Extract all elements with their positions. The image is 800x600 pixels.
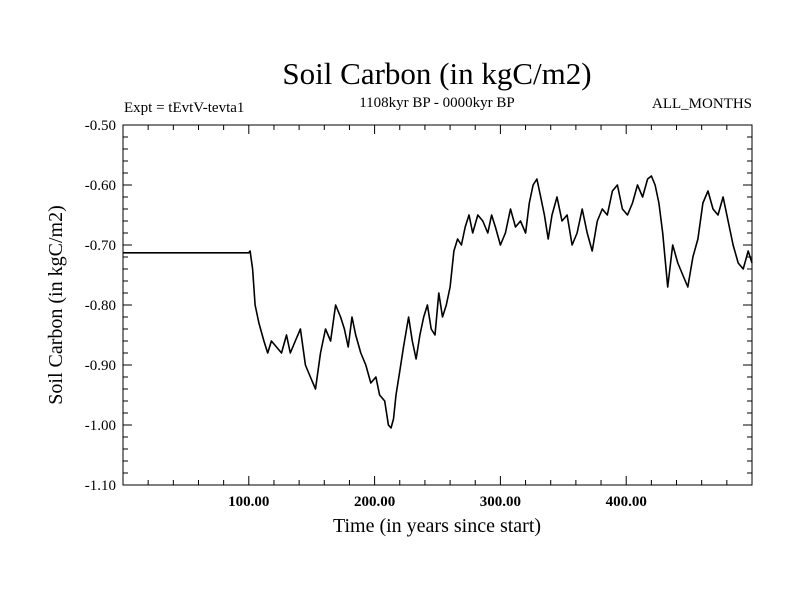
y-tick-label: -0.90 xyxy=(85,358,116,374)
y-axis-ticks xyxy=(123,124,752,486)
x-axis-ticks xyxy=(122,125,753,485)
soil-carbon-line xyxy=(123,175,753,429)
chart-title: Soil Carbon (in kgC/m2) xyxy=(282,56,591,91)
x-axis-tick-labels: 100.00 200.00 300.00 400.00 xyxy=(228,494,647,510)
x-tick-label: 100.00 xyxy=(228,494,269,510)
y-tick-label: -1.00 xyxy=(85,418,116,434)
x-tick-label: 400.00 xyxy=(606,494,647,510)
y-axis-label: Soil Carbon (in kgC/m2) xyxy=(45,205,67,404)
plot-frame xyxy=(122,124,753,486)
y-tick-label: -0.50 xyxy=(85,118,116,134)
y-tick-label: -1.10 xyxy=(85,478,116,494)
y-tick-label: -0.70 xyxy=(85,238,116,254)
x-axis-label: Time (in years since start) xyxy=(333,515,541,537)
months-label: ALL_MONTHS xyxy=(652,96,752,112)
y-tick-label: -0.60 xyxy=(85,178,116,194)
experiment-label: Expt = tEvtV-tevta1 xyxy=(124,100,244,116)
y-tick-label: -0.80 xyxy=(85,298,116,314)
x-tick-label: 200.00 xyxy=(354,494,395,510)
chart-subtitle: 1108kyr BP - 0000kyr BP xyxy=(359,95,515,111)
x-tick-label: 300.00 xyxy=(480,494,521,510)
y-axis-tick-labels: -1.10 -1.00 -0.90 -0.80 -0.70 -0.60 -0.50 xyxy=(85,118,116,494)
